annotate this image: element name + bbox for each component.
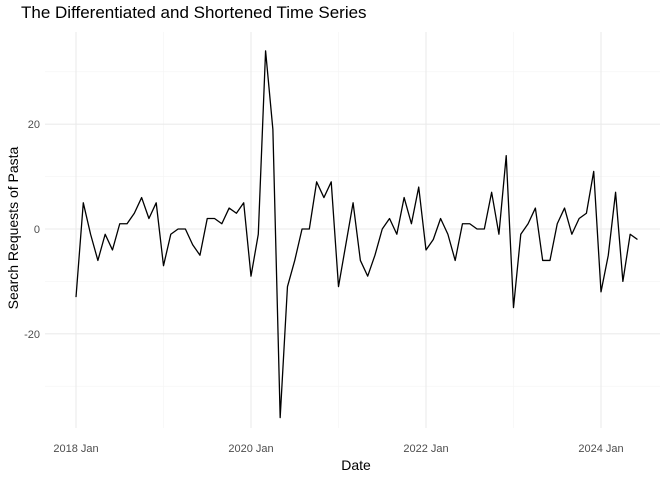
x-tick-labels: 2018 Jan 2020 Jan 2022 Jan 2024 Jan — [53, 443, 623, 455]
series-line — [75, 50, 638, 419]
y-tick-label: -20 — [24, 329, 40, 341]
x-tick-label: 2024 Jan — [578, 443, 623, 455]
major-gridlines — [45, 32, 660, 428]
x-tick-label: 2018 Jan — [53, 443, 98, 455]
x-tick-label: 2020 Jan — [228, 443, 273, 455]
y-axis-title: Search Requests of Pasta — [5, 146, 21, 309]
y-tick-labels: -20 0 20 — [24, 119, 40, 341]
minor-gridlines — [45, 32, 660, 428]
y-tick-label: 20 — [28, 119, 40, 131]
y-tick-label: 0 — [34, 224, 40, 236]
x-tick-label: 2022 Jan — [403, 443, 448, 455]
x-axis-title: Date — [341, 457, 371, 473]
chart-title: The Differentiated and Shortened Time Se… — [21, 3, 367, 22]
